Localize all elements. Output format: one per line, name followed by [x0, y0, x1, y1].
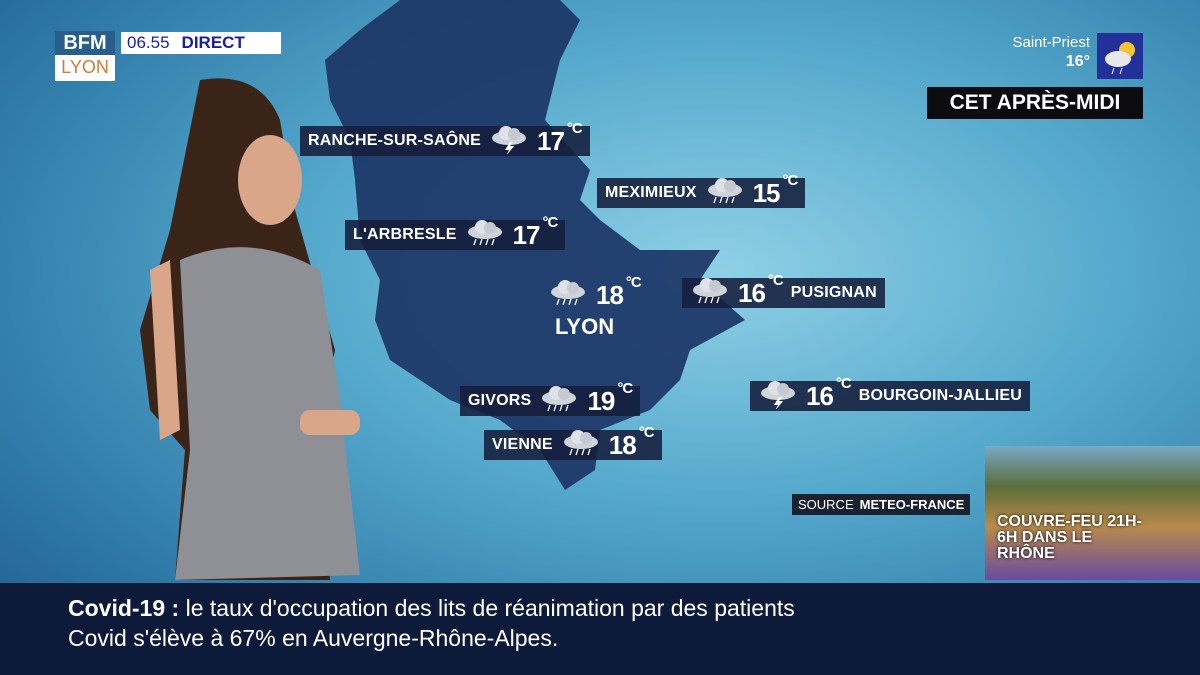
- city-temp: 18 °C: [596, 273, 642, 310]
- rain-icon: [705, 176, 745, 211]
- city-name: GIVORS: [468, 392, 532, 409]
- city-label-givors: GIVORS 19 °C: [460, 379, 641, 419]
- ticker-line-1: le taux d'occupation des lits de réanima…: [185, 595, 795, 621]
- current-weather: Saint-Priest 16°: [1012, 34, 1090, 71]
- city-temp: 15 °C: [752, 171, 799, 208]
- ticker-line-2: Covid s'élève à 67% en Auvergne-Rhône-Al…: [68, 625, 559, 651]
- source-label: SOURCE: [798, 497, 854, 512]
- city-temp: 17 °C: [512, 213, 559, 250]
- ticker-topic: Covid-19: [68, 595, 166, 621]
- logo-bfm: BFM: [55, 31, 115, 55]
- current-city: Saint-Priest: [1012, 34, 1090, 51]
- logo-lyon: LYON: [61, 57, 109, 77]
- city-name: L'ARBRESLE: [353, 226, 457, 243]
- rain-icon: [539, 384, 579, 419]
- city-label-lyon: 18 °C: [540, 273, 649, 313]
- rain-icon: [561, 428, 601, 463]
- source-credit: SOURCE METEO-FRANCE: [792, 494, 971, 515]
- city-temp: 16 °C: [738, 271, 784, 308]
- rain-icon: [690, 276, 730, 311]
- promo-card[interactable]: COUVRE-FEU 21H-6H DANS LE RHÔNE: [985, 446, 1200, 580]
- live-badge: DIRECT: [181, 33, 245, 52]
- city-label-bourgoin-jallieu: 16 °C BOURGOIN-JALLIEU: [750, 374, 1030, 414]
- city-name: RANCHE-SUR-SAÔNE: [308, 132, 481, 149]
- period-title: CET APRÈS-MIDI: [927, 87, 1143, 119]
- city-temp: 17 °C: [536, 119, 583, 156]
- live-banner: 06.55 DIRECT: [121, 32, 281, 54]
- city-name: BOURGOIN-JALLIEU: [858, 387, 1022, 404]
- rain-icon: [548, 278, 588, 313]
- clock: 06.55: [127, 33, 170, 52]
- bfm-logo: BFM LYON: [55, 31, 115, 81]
- storm-icon: [489, 124, 529, 159]
- news-ticker: Covid-19 : le taux d'occupation des lits…: [0, 583, 1200, 675]
- storm-icon: [758, 379, 798, 414]
- promo-text: COUVRE-FEU 21H-6H DANS LE RHÔNE: [997, 513, 1142, 562]
- source-value: METEO-FRANCE: [859, 497, 965, 512]
- city-name: VIENNE: [492, 436, 553, 453]
- city-label-pusignan: 16 °C PUSIGNAN: [682, 271, 885, 311]
- city-label-l-arbresle: L'ARBRESLE 17 °C: [345, 213, 566, 253]
- city-name-lyon: LYON: [555, 314, 615, 339]
- city-name: PUSIGNAN: [790, 284, 877, 301]
- presenter: [140, 78, 360, 580]
- city-name: MEXIMIEUX: [605, 184, 697, 201]
- current-temp: 16°: [1065, 53, 1090, 70]
- city-label-meximieux: MEXIMIEUX 15 °C: [597, 171, 806, 211]
- rain-icon: [465, 218, 505, 253]
- city-temp: 18 °C: [608, 423, 655, 460]
- city-temp: 19 °C: [587, 379, 633, 416]
- ticker-sep: :: [171, 595, 180, 621]
- city-label-vienne: VIENNE 18 °C: [484, 423, 662, 463]
- city-label-ranche-sur-sa-ne: RANCHE-SUR-SAÔNE 17 °C: [300, 119, 590, 159]
- sun-cloud-rain-icon: [1097, 33, 1143, 79]
- city-temp: 16 °C: [806, 374, 852, 411]
